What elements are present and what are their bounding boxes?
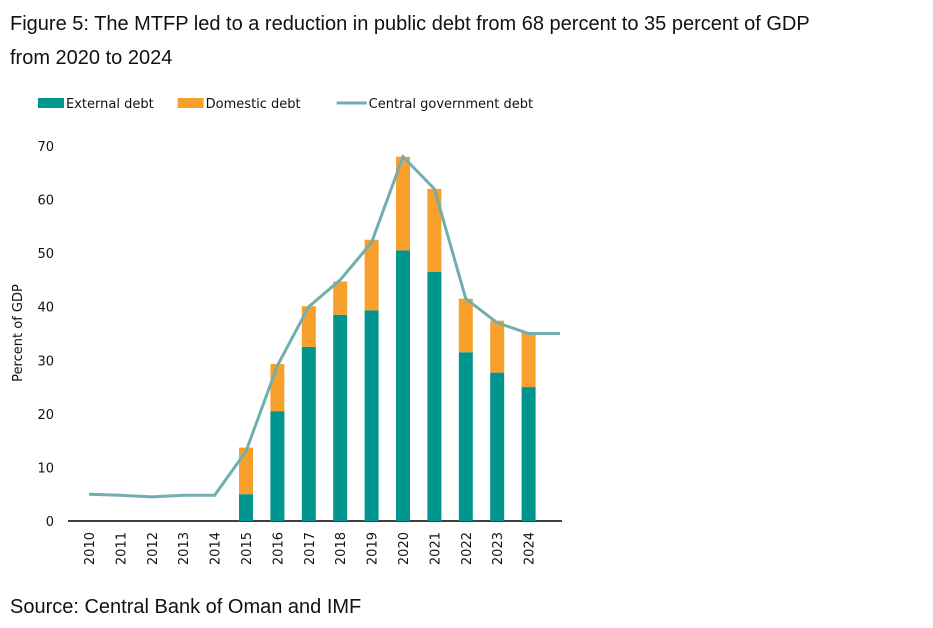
- y-tick-label: 20: [37, 408, 54, 423]
- x-tick-label: 2015: [240, 532, 255, 565]
- x-tick-label: 2021: [428, 532, 443, 565]
- y-tick-label: 50: [37, 247, 54, 262]
- bar-segment: [427, 188, 442, 272]
- chart-title: Figure 5: The MTFP led to a reduction in…: [10, 13, 810, 35]
- legend-swatch: [177, 98, 204, 108]
- bar-segment: [301, 306, 316, 347]
- bar-segment: [364, 310, 379, 521]
- x-tick-label: 2019: [366, 532, 381, 565]
- bar-segment: [521, 331, 536, 388]
- x-tick-label: 2020: [397, 532, 412, 565]
- y-tick-label: 70: [37, 140, 54, 155]
- bar-segment: [458, 352, 473, 521]
- bar-segment: [333, 314, 348, 521]
- chart-subtitle: from 2020 to 2024: [10, 47, 172, 69]
- x-tick-label: 2022: [460, 532, 475, 565]
- bar-segment: [333, 281, 348, 315]
- y-axis-label: Percent of GDP: [11, 284, 26, 382]
- x-tick-label: 2014: [209, 532, 224, 565]
- bar-segment: [270, 364, 285, 412]
- legend-swatch: [38, 98, 64, 108]
- bar-segment: [490, 320, 505, 373]
- x-tick-label: 2017: [303, 532, 318, 565]
- bar-segment: [239, 494, 253, 521]
- line: [88, 153, 560, 499]
- bar-segment: [427, 271, 442, 521]
- y-tick-label: 10: [37, 461, 54, 476]
- bar-segment: [396, 156, 410, 251]
- source: Source: Central Bank of Oman and IMF: [10, 596, 361, 618]
- bar-segment: [396, 250, 410, 521]
- y-tick-label: 0: [46, 515, 54, 530]
- legend-label: External debt: [66, 97, 154, 112]
- bar-segment: [490, 372, 505, 521]
- x-tick-label: 2018: [334, 532, 349, 565]
- bar-segment: [458, 298, 473, 353]
- y-tick-label: 40: [37, 301, 54, 316]
- bar-segment: [521, 387, 536, 521]
- bar-segment: [364, 239, 379, 311]
- bar-segment: [301, 346, 316, 521]
- bar-segment: [270, 411, 285, 521]
- bar-segment: [239, 447, 253, 495]
- y-tick-label: 60: [37, 194, 54, 209]
- legend-label: Domestic debt: [206, 97, 301, 112]
- x-tick-label: 2023: [491, 532, 506, 565]
- legend-label: Central government debt: [369, 97, 533, 112]
- x-tick-label: 2013: [177, 532, 192, 565]
- x-tick-label: 2016: [271, 532, 286, 565]
- x-tick-label: 2012: [146, 532, 161, 565]
- y-tick-label: 30: [37, 354, 54, 369]
- x-tick-label: 2024: [523, 532, 538, 565]
- x-tick-label: 2011: [114, 532, 129, 565]
- x-tick-label: 2010: [83, 532, 98, 565]
